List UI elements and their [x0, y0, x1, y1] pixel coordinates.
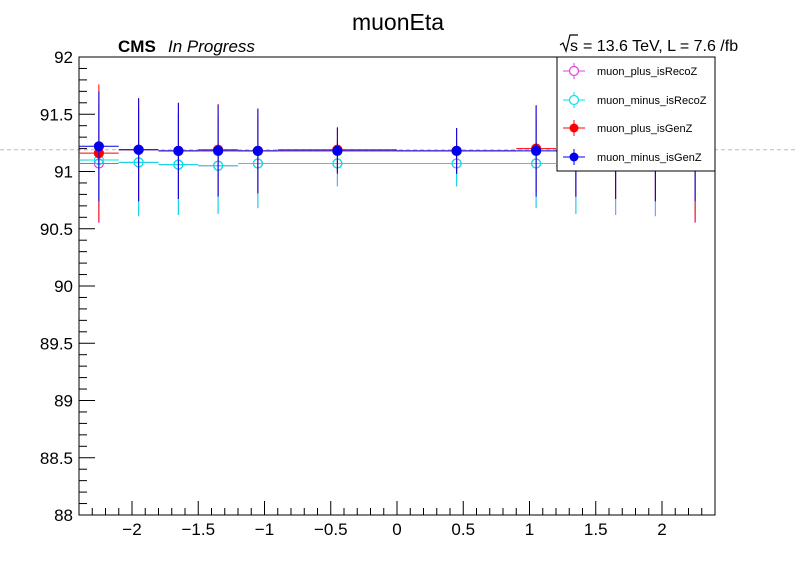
y-tick-label: 92 — [54, 48, 73, 67]
legend-entry-muon-plus-isgenz: muon_plus_isGenZ — [563, 120, 693, 136]
x-tick-label: 0 — [392, 520, 401, 539]
y-tick-label: 89.5 — [40, 334, 73, 353]
legend-entry-muon-plus-isrecoz: muon_plus_isRecoZ — [563, 63, 698, 79]
data-point — [213, 145, 224, 156]
x-tick-label: −1.5 — [181, 520, 215, 539]
cms-label: CMS — [118, 37, 156, 56]
y-tick-label: 91.5 — [40, 105, 73, 124]
data-point — [173, 145, 184, 156]
y-tick-label: 90.5 — [40, 220, 73, 239]
y-tick-label: 90 — [54, 277, 73, 296]
legend-box — [556, 56, 716, 172]
legend-marker — [568, 94, 580, 106]
in-progress-label: In Progress — [168, 37, 255, 56]
legend-entry-muon-minus-isgenz: muon_minus_isGenZ — [563, 149, 702, 165]
legend-label: muon_minus_isRecoZ — [597, 95, 707, 107]
y-tick-labels: 88 88.5 89 89.5 90 90.5 91 91.5 92 — [40, 48, 73, 525]
legend-marker — [569, 152, 579, 162]
legend-label: muon_minus_isGenZ — [597, 152, 702, 164]
data-point — [93, 141, 104, 152]
chart-title: muonEta — [352, 9, 444, 35]
legend-label: muon_plus_isRecoZ — [597, 66, 698, 78]
data-point — [332, 145, 343, 156]
legend-marker — [569, 123, 579, 133]
legend-label: muon_plus_isGenZ — [597, 123, 693, 135]
x-tick-label: 0.5 — [451, 520, 475, 539]
y-tick-label: 91 — [54, 163, 73, 182]
y-tick-label: 89 — [54, 392, 73, 411]
x-tick-label: −1 — [255, 520, 274, 539]
axis-ticks — [78, 56, 716, 516]
x-tick-label: 1 — [525, 520, 534, 539]
x-tick-label: −0.5 — [314, 520, 348, 539]
x-tick-label: 1.5 — [584, 520, 608, 539]
data-point — [133, 144, 144, 155]
legend-entry-muon-minus-isrecoz: muon_minus_isRecoZ — [563, 92, 707, 108]
data-point — [451, 145, 462, 156]
energy-lumi-text: = 13.6 TeV, L = 7.6 /fb — [583, 38, 738, 55]
x-tick-labels: −2 −1.5 −1 −0.5 0 0.5 1 1.5 2 — [122, 520, 666, 539]
sqrt-s-symbol: s — [570, 38, 578, 55]
data-point — [531, 145, 542, 156]
energy-lumi-label: s = 13.6 TeV, L = 7.6 /fb — [559, 34, 738, 55]
data-point — [252, 145, 263, 156]
y-tick-label: 88 — [54, 506, 73, 525]
x-tick-label: −2 — [122, 520, 141, 539]
legend-marker — [568, 65, 580, 77]
sqrt-symbol — [559, 34, 578, 54]
legend: muon_plus_isRecoZ muon_minus_isRecoZ muo… — [556, 56, 716, 172]
x-tick-label: 2 — [657, 520, 666, 539]
y-tick-label: 88.5 — [40, 449, 73, 468]
